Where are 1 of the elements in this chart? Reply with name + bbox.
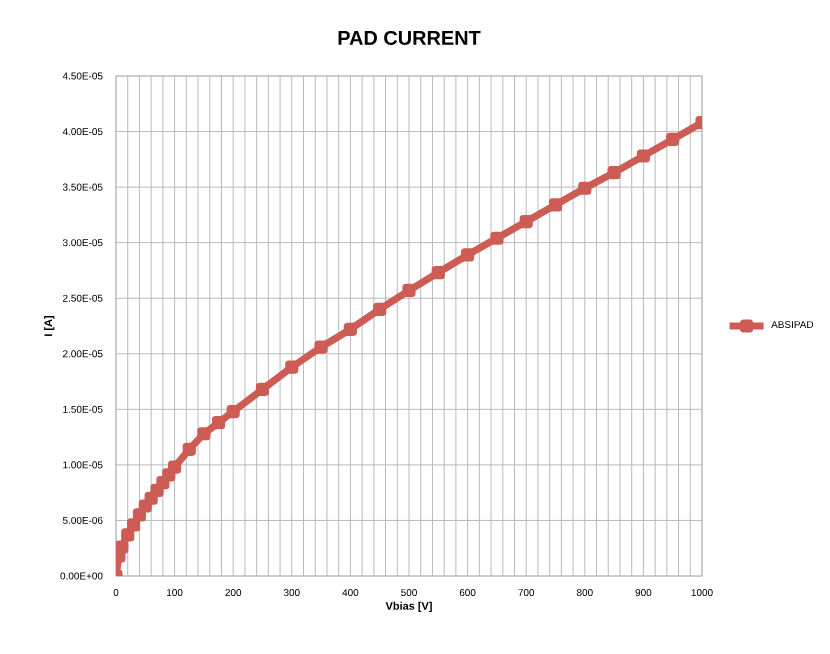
- chart-title: PAD CURRENT: [338, 30, 481, 45]
